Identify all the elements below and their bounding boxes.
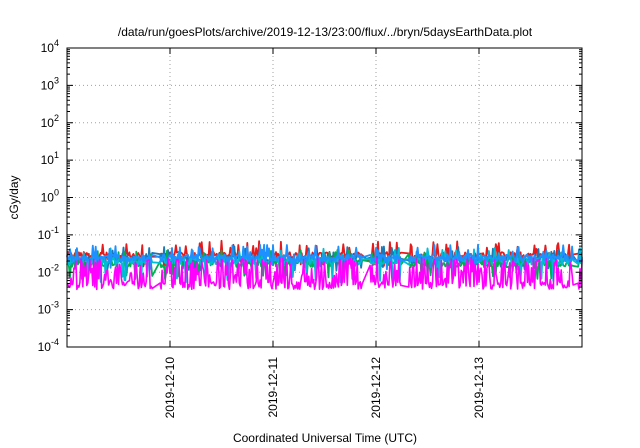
series-line [66,256,583,291]
x-tick-label: 2019-12-10 [163,357,177,419]
plot-frame [66,47,583,348]
x-axis-label: Coordinated Universal Time (UTC) [233,431,417,445]
chart-title: /data/run/goesPlots/archive/2019-12-13/2… [118,25,533,39]
x-axis-ticks: 2019-12-10 2019-12-11 2019-12-12 2019-12-13 [163,48,486,418]
y-tick-label: 101 [41,150,59,167]
y-tick-label: 100 [41,188,59,205]
y-tick-label: 10-4 [38,337,59,354]
y-tick-label: 102 [41,113,59,130]
y-tick-label: 103 [41,75,59,92]
x-tick-label: 2019-12-13 [472,357,486,419]
y-tick-label: 10-3 [38,300,59,317]
data-series [66,239,583,291]
y-axis-ticks: 10-4 10-3 10-2 10-1 100 101 102 103 104 [38,38,582,354]
y-tick-label: 104 [41,38,59,55]
x-tick-label: 2019-12-11 [266,357,280,418]
y-tick-label: 10-1 [38,225,59,242]
y-tick-label: 10-2 [38,262,59,279]
y-axis-label: cGy/day [7,175,21,219]
x-tick-label: 2019-12-12 [369,357,383,419]
series-line [66,243,583,271]
grid-lines [67,48,582,347]
